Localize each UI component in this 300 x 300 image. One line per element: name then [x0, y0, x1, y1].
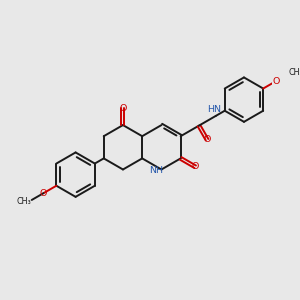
Text: O: O [40, 189, 47, 198]
Text: O: O [119, 104, 127, 113]
Text: O: O [203, 135, 211, 144]
Text: NH: NH [149, 166, 164, 175]
Text: O: O [272, 76, 280, 85]
Text: CH₃: CH₃ [16, 197, 31, 206]
Text: CH₃: CH₃ [288, 68, 300, 77]
Text: HN: HN [208, 105, 221, 114]
Text: O: O [191, 162, 199, 171]
